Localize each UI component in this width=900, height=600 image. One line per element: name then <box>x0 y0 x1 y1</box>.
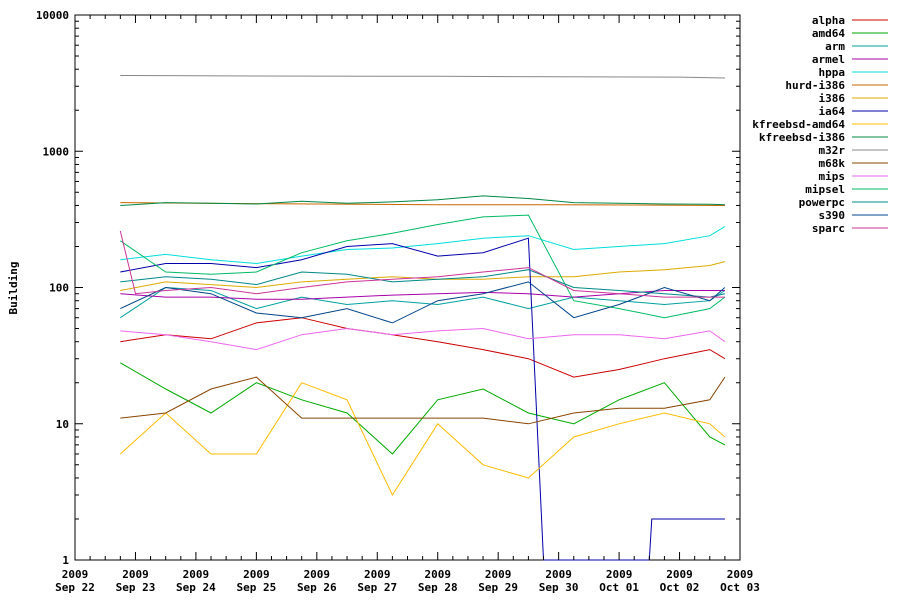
series-line-kfreebsd-amd64 <box>119 382 726 497</box>
series-line-arm <box>120 286 726 319</box>
series-lines <box>119 75 726 561</box>
series-line-i386 <box>120 261 726 291</box>
legend-label: hppa <box>819 66 846 79</box>
x-tick-label-date: Sep 25 <box>236 581 276 594</box>
x-tick-label-year: 2009 <box>666 568 693 581</box>
y-tick-label: 10 <box>56 418 69 431</box>
x-tick-label-year: 2009 <box>485 568 512 581</box>
y-tick-label: 100 <box>49 282 69 295</box>
legend-label: m68k <box>819 157 846 170</box>
legend-label: arm <box>825 40 845 53</box>
legend-label: m32r <box>819 144 846 157</box>
x-tick-label-year: 2009 <box>183 568 210 581</box>
x-tick-label-date: Sep 30 <box>539 581 579 594</box>
x-tick-label-date: Oct 02 <box>660 581 700 594</box>
series-line-mips <box>120 327 726 351</box>
x-tick-label-date: Oct 01 <box>599 581 639 594</box>
legend-label: armel <box>812 53 845 66</box>
x-tick-label-year: 2009 <box>424 568 451 581</box>
legend-label: kfreebsd-i386 <box>759 131 845 144</box>
x-tick-label-date: Sep 28 <box>418 581 458 594</box>
series-line-ia64 <box>120 237 725 561</box>
x-tick-label-year: 2009 <box>606 568 633 581</box>
legend: alphaamd64armarmelhppahurd-i386i386ia64k… <box>752 14 888 235</box>
legend-label: mips <box>819 170 846 183</box>
x-tick-label-date: Sep 22 <box>55 581 95 594</box>
legend-label: sparc <box>812 222 845 235</box>
legend-label: kfreebsd-amd64 <box>752 118 845 131</box>
series-line-hppa <box>120 226 726 265</box>
series-line-s390 <box>120 281 726 324</box>
x-tick-label-year: 2009 <box>727 568 754 581</box>
y-axis-label: Building <box>7 262 20 315</box>
series-line-m32r <box>120 75 725 79</box>
legend-label: alpha <box>812 14 845 27</box>
x-tick-label-year: 2009 <box>304 568 331 581</box>
series-line-armel <box>120 290 725 300</box>
x-tick-label-year: 2009 <box>62 568 89 581</box>
series-line-kfreebsd-i386 <box>120 195 725 206</box>
plot-area <box>74 14 741 561</box>
legend-label: hurd-i386 <box>785 79 845 92</box>
series-line-mipsel <box>120 214 726 319</box>
y-tick-label: 10000 <box>36 9 69 22</box>
y-tick-label: 1 <box>62 554 69 567</box>
series-line-amd64 <box>120 362 726 455</box>
x-tick-label-year: 2009 <box>243 568 270 581</box>
legend-label: ia64 <box>819 105 846 118</box>
x-tick-label-date: Sep 29 <box>478 581 518 594</box>
x-tick-label-date: Sep 26 <box>297 581 337 594</box>
x-tick-label-date: Sep 27 <box>357 581 397 594</box>
legend-label: i386 <box>819 92 846 105</box>
x-tick-label-year: 2009 <box>545 568 572 581</box>
series-line-m68k <box>120 376 726 425</box>
x-tick-label-year: 2009 <box>122 568 149 581</box>
legend-label: amd64 <box>812 27 845 40</box>
legend-label: s390 <box>819 209 846 222</box>
x-tick-label-date: Oct 03 <box>720 581 760 594</box>
series-line-sparc <box>119 230 725 298</box>
y-tick-label: 1000 <box>43 145 70 158</box>
legend-label: mipsel <box>805 183 845 196</box>
x-tick-label-year: 2009 <box>364 568 391 581</box>
legend-label: powerpc <box>799 196 845 209</box>
x-tick-label-date: Sep 24 <box>176 581 216 594</box>
series-line-alpha <box>120 317 726 378</box>
plot-border <box>74 14 741 561</box>
x-tick-label-date: Sep 23 <box>116 581 156 594</box>
